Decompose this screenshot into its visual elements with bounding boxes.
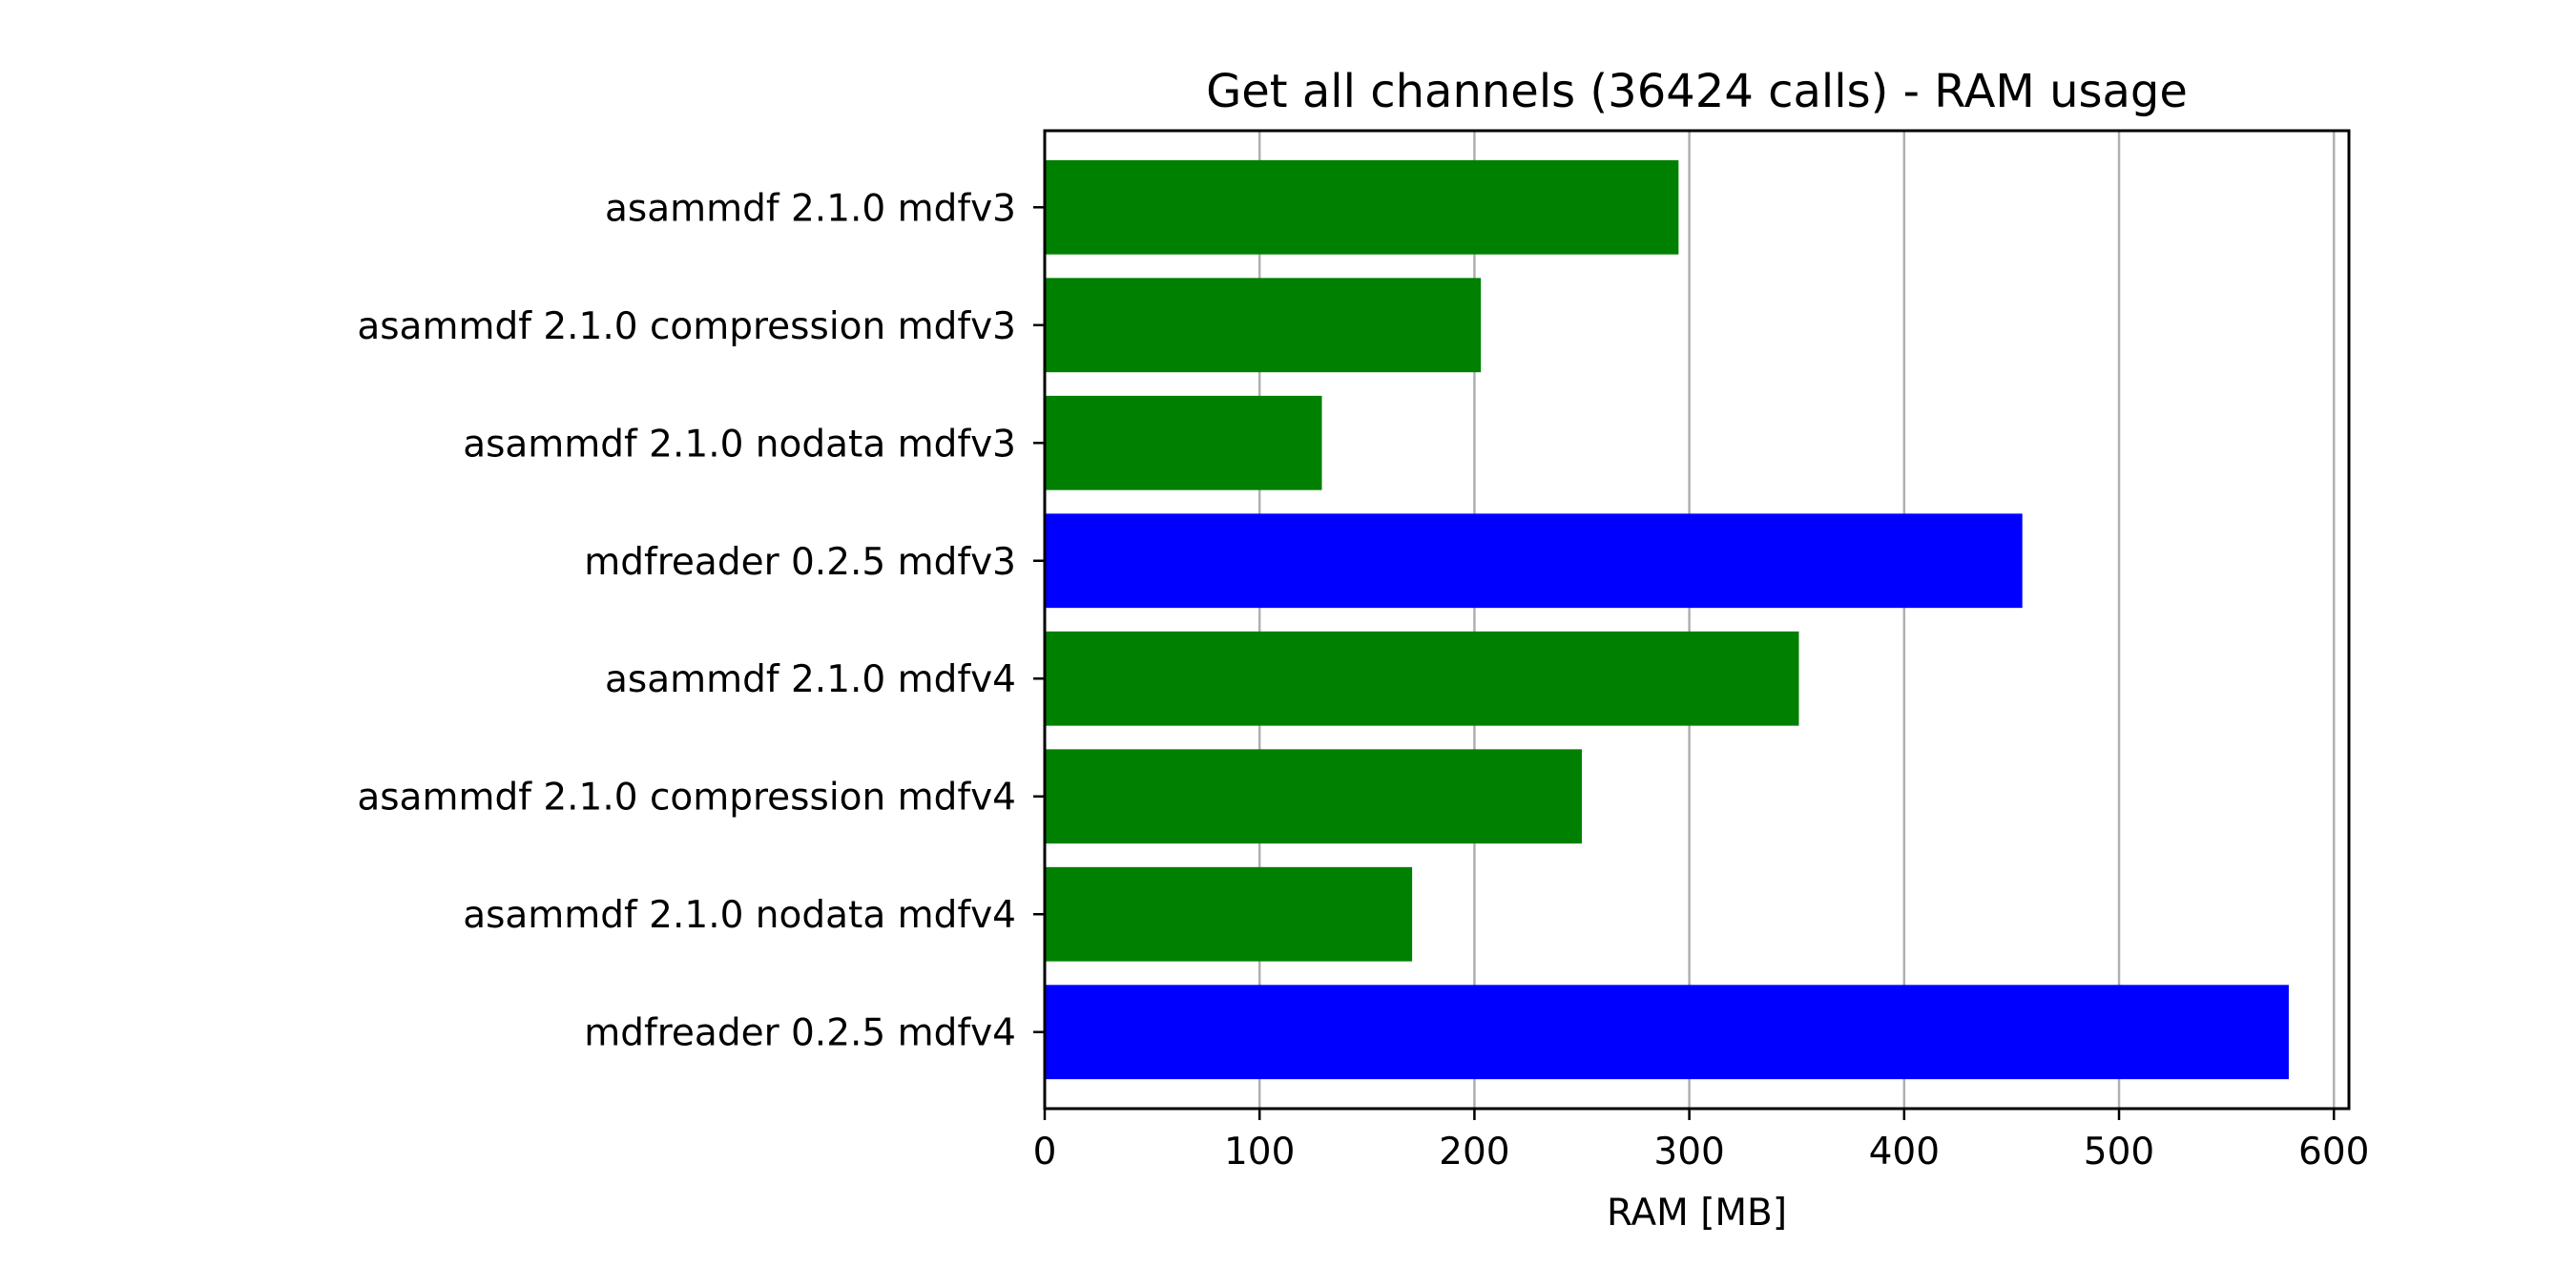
x-axis-ticks: 0 100 200 300 400 500 600 (1033, 1109, 2369, 1174)
bars (1045, 159, 2289, 1080)
x-tick-label-0: 0 (1033, 1131, 1057, 1174)
y-tick-label-8: mdfreader 0.2.5 mdfv4 (584, 1012, 1016, 1055)
bar-3 (1045, 395, 1322, 490)
y-tick-label-3: asammdf 2.1.0 nodata mdfv3 (463, 423, 1016, 466)
y-tick-label-5: asammdf 2.1.0 mdfv4 (605, 658, 1016, 701)
x-axis-label: RAM [MB] (1607, 1192, 1787, 1235)
x-tick-label-100: 100 (1224, 1131, 1295, 1174)
x-tick-label-400: 400 (1869, 1131, 1940, 1174)
y-axis-ticks: asammdf 2.1.0 mdfv3 asammdf 2.1.0 compres… (357, 187, 1045, 1055)
chart-title: Get all channels (36424 calls) - RAM usa… (1206, 65, 2188, 118)
y-tick-label-4: mdfreader 0.2.5 mdfv3 (584, 541, 1016, 584)
bar-4 (1045, 513, 2023, 609)
bar-2 (1045, 278, 1482, 373)
plot-frame (1043, 129, 2351, 1111)
x-tick-label-600: 600 (2298, 1131, 2369, 1174)
bar-1 (1045, 159, 1679, 255)
grid-lines (1043, 131, 2336, 1109)
bar-5 (1045, 631, 1799, 726)
bar-6 (1045, 749, 1583, 844)
bar-8 (1045, 985, 2289, 1080)
x-tick-label-200: 200 (1439, 1131, 1509, 1174)
bar-7 (1045, 866, 1413, 962)
y-tick-label-1: asammdf 2.1.0 mdfv3 (605, 187, 1016, 230)
y-tick-label-2: asammdf 2.1.0 compression mdfv3 (357, 305, 1016, 348)
x-tick-label-300: 300 (1653, 1131, 1724, 1174)
y-tick-label-6: asammdf 2.1.0 compression mdfv4 (357, 777, 1016, 820)
y-tick-label-7: asammdf 2.1.0 nodata mdfv4 (463, 894, 1016, 937)
x-tick-label-500: 500 (2084, 1131, 2154, 1174)
